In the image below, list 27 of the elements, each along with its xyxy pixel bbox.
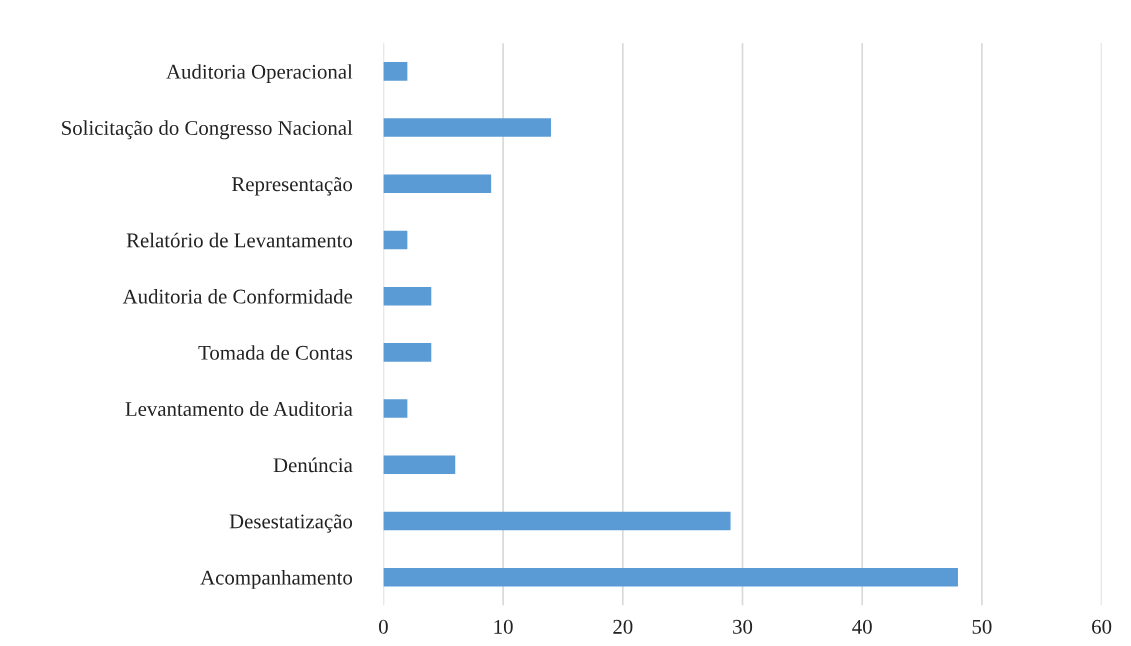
bar [383,174,492,194]
y-tick-label: Relatório de Levantamento [126,232,353,248]
x-tick-label: 20 [613,619,633,634]
y-tick-label: Representação [231,176,353,196]
y-tick-label: Acompanhamento [200,569,353,589]
x-tick-label: 50 [972,619,992,634]
x-tick-label: 60 [1092,619,1112,634]
bar [383,118,551,137]
y-tick-label: Desestatização [229,514,353,533]
y-tick-label: Tomada de Contas [198,345,353,360]
bar [383,343,432,362]
x-tick-label: 30 [733,619,753,634]
x-tick-label: 40 [852,619,872,634]
bar [383,399,408,418]
x-tick-label: 10 [494,619,513,634]
y-tick-label: Levantamento de Auditoria [125,401,353,417]
y-tick-label: Denúncia [273,457,353,473]
bar [383,230,408,250]
x-tick-label: 0 [378,619,388,634]
y-tick-label: Auditoria Operacional [166,64,353,84]
y-tick-label: Auditoria de Conformidade [122,288,353,304]
bar [383,455,456,475]
bar [383,511,731,531]
y-tick-label: Solicitação do Congresso Nacional [62,120,353,140]
bar [383,62,408,81]
bar [383,567,958,587]
bar [383,286,432,306]
